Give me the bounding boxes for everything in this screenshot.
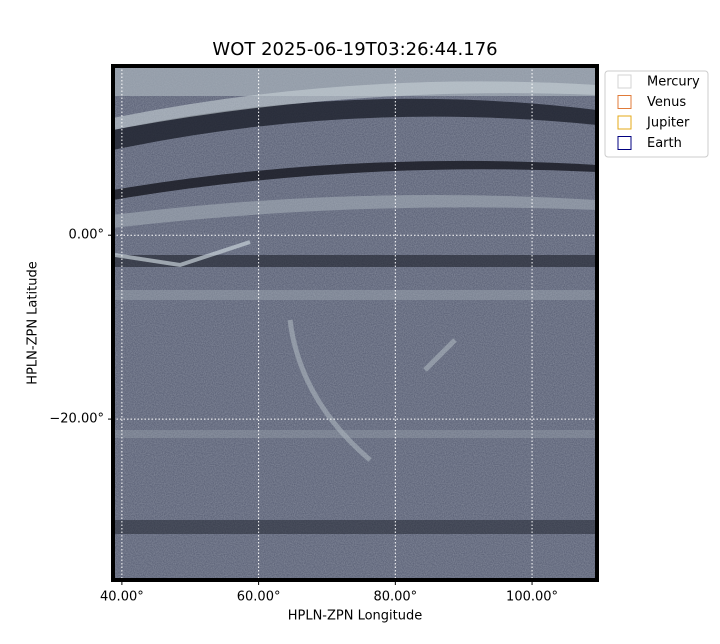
image-streak [114, 240, 251, 268]
image-streak [113, 290, 597, 300]
legend [604, 70, 709, 158]
plot-frame [111, 64, 599, 582]
legend-label: Mercury [647, 75, 700, 90]
image-streak [287, 319, 372, 462]
legend-swatch [617, 136, 632, 150]
image-streak [113, 81, 597, 130]
image-streak [113, 195, 597, 228]
image-streak [113, 98, 597, 150]
image-streak [113, 520, 597, 534]
x-tick-label: 40.00° [100, 590, 144, 605]
legend-label: Venus [647, 95, 686, 110]
legend-swatch [617, 115, 632, 130]
legend-swatch [617, 74, 632, 89]
image-streak [113, 255, 597, 267]
x-tick-label: 80.00° [373, 590, 417, 605]
image [113, 66, 597, 580]
y-tick-label: −20.00° [49, 412, 104, 427]
legend-label: Earth [647, 136, 682, 151]
x-tick-label: 60.00° [237, 590, 281, 605]
image-streak [113, 160, 597, 200]
image-noise [113, 66, 597, 580]
image-streak [113, 430, 597, 438]
image-streak [423, 338, 457, 372]
legend-swatch [617, 95, 632, 109]
y-axis-label: HPLN-ZPN Latitude [26, 261, 41, 384]
y-tick-label: 0.00° [69, 228, 104, 243]
grid [113, 66, 597, 580]
chart-title: WOT 2025-06-19T03:26:44.176 [212, 39, 497, 60]
legend-label: Jupiter [646, 116, 690, 131]
x-tick-label: 100.00° [506, 590, 558, 605]
x-axis-label: HPLN-ZPN Longitude [288, 609, 423, 624]
